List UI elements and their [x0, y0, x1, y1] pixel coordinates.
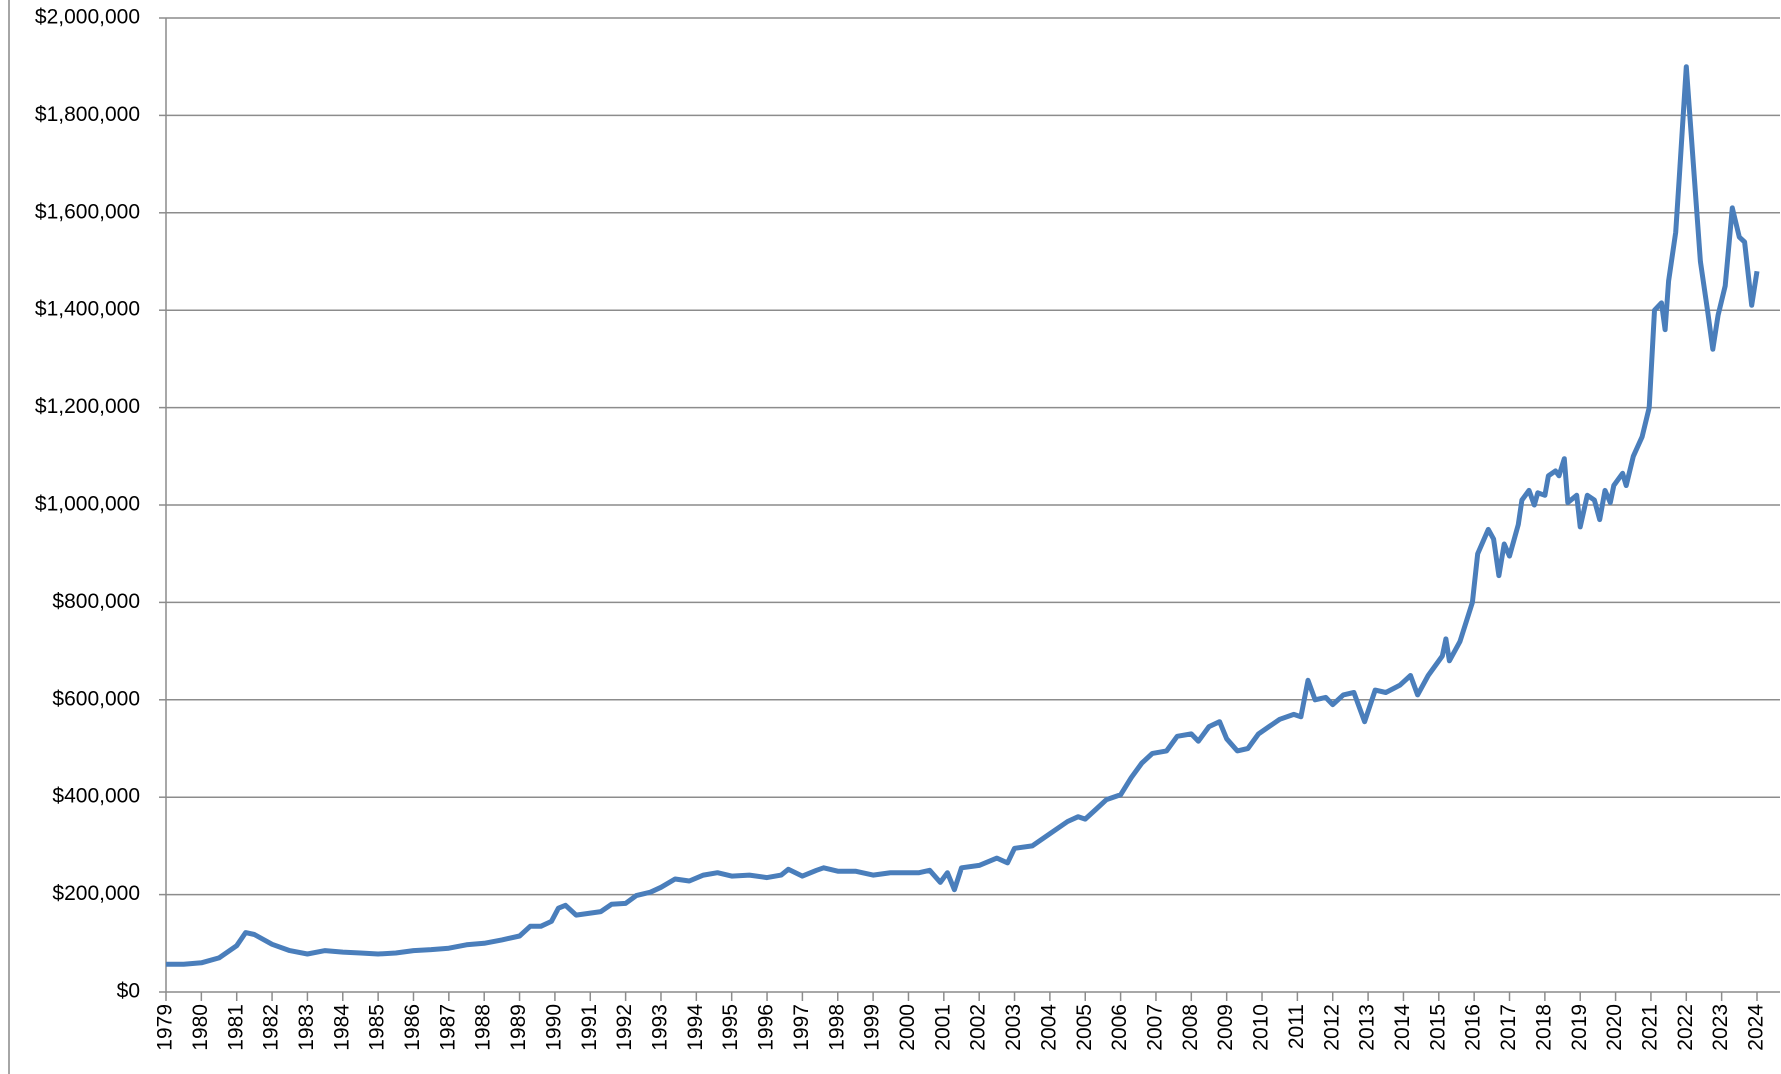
x-tick-label: 1995 [719, 1004, 742, 1051]
x-tick-label: 2009 [1214, 1004, 1237, 1051]
x-tick-label: 2002 [967, 1004, 990, 1051]
x-tick-label: 1998 [825, 1004, 848, 1051]
x-tick-label: 1991 [578, 1004, 601, 1051]
x-tick-label: 2020 [1603, 1004, 1626, 1051]
x-tick-label: 1981 [224, 1004, 247, 1051]
x-tick-label: 2017 [1497, 1004, 1520, 1051]
x-tick-label: 1988 [472, 1004, 495, 1051]
x-tick-label: 2023 [1709, 1004, 1732, 1051]
x-tick-label: 1990 [542, 1004, 565, 1051]
x-tick-label: 2012 [1320, 1004, 1343, 1051]
y-tick-label: $1,200,000 [35, 395, 140, 418]
x-tick-label: 2014 [1391, 1004, 1414, 1051]
y-tick-label: $1,800,000 [35, 103, 140, 126]
data-line [166, 64, 1760, 967]
x-tick-label: 1994 [684, 1004, 707, 1051]
x-tick-label: 1986 [401, 1004, 424, 1051]
y-tick-label: $400,000 [52, 785, 140, 808]
y-tick-label: $1,400,000 [35, 298, 140, 321]
x-tick-label: 2004 [1037, 1004, 1060, 1051]
x-tick-label: 2019 [1568, 1004, 1591, 1051]
x-tick-label: 1984 [330, 1004, 353, 1051]
x-tick-label: 1985 [366, 1004, 389, 1051]
x-tick-label: 2024 [1745, 1004, 1768, 1051]
x-tick-label: 2007 [1144, 1004, 1167, 1051]
x-tick-label: 2018 [1532, 1004, 1555, 1051]
x-tick-label: 2005 [1073, 1004, 1096, 1051]
y-tick-label: $1,000,000 [35, 493, 140, 516]
y-tick-label: $600,000 [52, 687, 140, 710]
x-tick-label: 2022 [1674, 1004, 1697, 1051]
x-tick-label: 1987 [436, 1004, 459, 1051]
x-tick-label: 1992 [613, 1004, 636, 1051]
y-tick-label: $1,600,000 [35, 200, 140, 223]
x-tick-label: 2011 [1285, 1004, 1308, 1049]
y-tick-label: $2,000,000 [35, 6, 140, 29]
y-tick-label: $0 [117, 980, 140, 1003]
x-tick-label: 2016 [1462, 1004, 1485, 1051]
x-tick-label: 1983 [295, 1004, 318, 1051]
x-tick-label: 2001 [931, 1004, 954, 1051]
y-tick-label: $200,000 [52, 882, 140, 905]
x-tick-label: 2013 [1356, 1004, 1379, 1051]
x-tick-label: 1979 [154, 1004, 177, 1051]
x-tick-label: 2008 [1179, 1004, 1202, 1051]
x-tick-label: 1989 [507, 1004, 530, 1051]
x-tick-label: 2000 [896, 1004, 919, 1051]
x-tick-label: 2010 [1250, 1004, 1273, 1051]
x-tick-label: 1999 [861, 1004, 884, 1051]
x-tick-label: 2021 [1638, 1004, 1661, 1051]
y-tick-label: $800,000 [52, 590, 140, 613]
x-tick-label: 2006 [1108, 1004, 1131, 1051]
x-tick-label: 2003 [1002, 1004, 1025, 1051]
x-tick-label: 1980 [189, 1004, 212, 1051]
x-tick-label: 1996 [755, 1004, 778, 1051]
x-tick-label: 1982 [260, 1004, 283, 1051]
x-tick-label: 2015 [1426, 1004, 1449, 1051]
x-tick-label: 1993 [649, 1004, 672, 1051]
x-tick-label: 1997 [790, 1004, 813, 1051]
